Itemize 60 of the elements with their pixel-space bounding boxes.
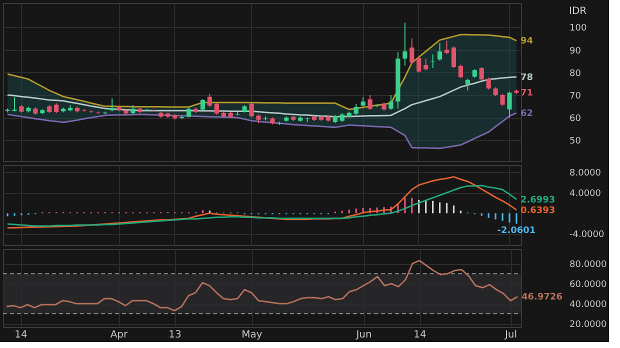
candlestick: [500, 93, 505, 106]
x-tick-label: 13: [168, 330, 182, 340]
x-tick-label: Apr: [110, 330, 129, 340]
text: IDR: [569, 6, 587, 17]
y-tick-label: 50: [570, 136, 582, 147]
x-tick-label: 14: [414, 330, 426, 340]
y-tick-label: 60.0000: [570, 280, 607, 290]
data-label: 0.6393: [520, 206, 556, 216]
candlestick: [214, 102, 219, 116]
y-tick-label: 80: [570, 68, 582, 79]
x-tick-label: 14: [14, 330, 28, 340]
candlestick: [410, 38, 414, 64]
candlestick: [465, 78, 470, 91]
data-label: 46.9726: [522, 292, 562, 303]
y-tick-label: 90: [570, 46, 582, 56]
line-series: [6, 112, 518, 150]
data-label: 2.6993: [520, 195, 556, 206]
line-series: [6, 76, 518, 118]
data-label: -2.0601: [497, 226, 536, 236]
y-tick-label: 100: [570, 24, 587, 34]
y-tick-label: 60: [570, 114, 582, 124]
candlestick: [277, 121, 282, 126]
candlestick: [424, 58, 428, 71]
candlestick: [54, 102, 59, 114]
y-tick-label: 20.0000: [570, 320, 607, 330]
data-label: 78: [520, 72, 533, 83]
candlestick: [451, 46, 456, 69]
y-tick-label: 70: [570, 91, 582, 102]
candlestick: [486, 77, 491, 90]
y-tick-label: -4.0000: [570, 230, 605, 240]
candlestick: [110, 98, 114, 112]
candlestick: [186, 107, 192, 118]
candlestick: [368, 94, 372, 110]
y-tick-label: 8.0000: [570, 168, 602, 179]
candlestick: [207, 93, 212, 108]
x-tick-label: May: [242, 330, 262, 340]
candlestick: [249, 102, 254, 118]
candlestick: [402, 22, 408, 66]
data-label: 62: [520, 109, 533, 120]
x-tick-label: Jun: [355, 330, 372, 340]
candlestick: [507, 91, 512, 118]
y-tick-label: 4.0000: [570, 189, 602, 200]
candlestick: [12, 96, 17, 112]
y-tick-label: 40.0000: [570, 300, 607, 310]
candlestick: [360, 96, 366, 108]
candlestick: [200, 98, 206, 112]
data-label: 94: [520, 36, 533, 47]
line-series: [6, 260, 518, 312]
y-tick-label: 80.0000: [570, 260, 607, 270]
line-series: [6, 184, 518, 227]
candlestick: [444, 40, 450, 55]
candlestick: [479, 66, 484, 82]
candlestick: [437, 42, 442, 62]
candlestick: [354, 104, 358, 116]
annotation: 71: [520, 88, 533, 99]
candlestick: [458, 64, 463, 79]
candlestick: [416, 56, 422, 74]
candlestick: [430, 54, 436, 68]
x-tick-label: Jul: [504, 330, 518, 340]
candlestick: [388, 94, 394, 110]
